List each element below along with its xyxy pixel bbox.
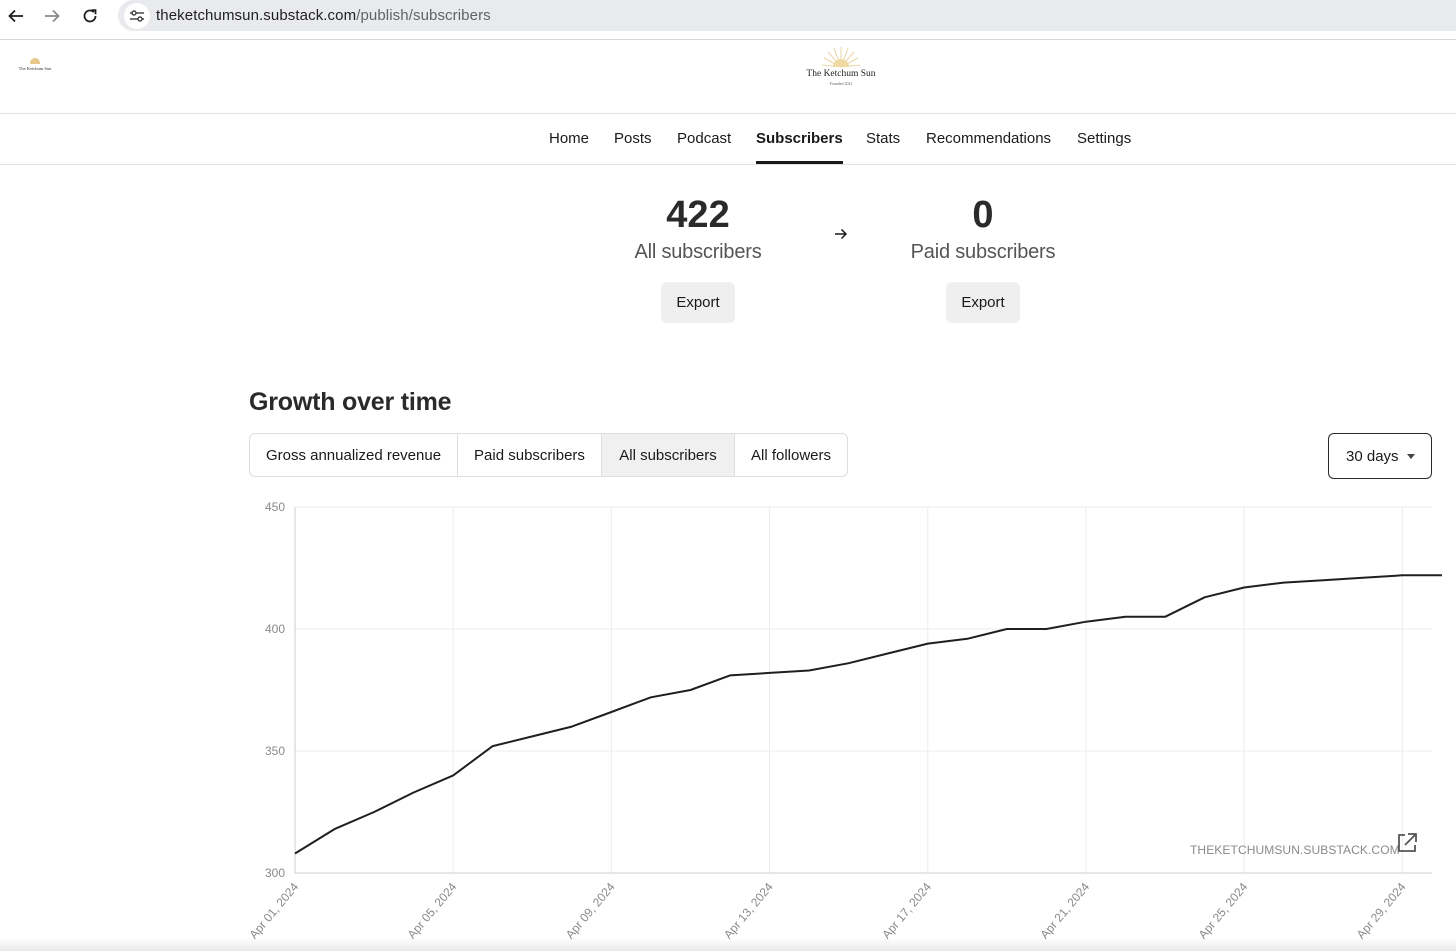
bottom-edge [0, 938, 1456, 951]
sun-icon [30, 58, 40, 64]
forward-arrow-icon[interactable] [38, 4, 66, 28]
export-all-subscribers-button[interactable]: Export [661, 282, 735, 323]
y-tick-label: 400 [265, 622, 285, 636]
x-tick-label: Apr 29, 2024 [1354, 880, 1409, 942]
paid-subscribers-stat: 0 Paid subscribers Export [873, 193, 1093, 323]
tab-stats[interactable]: Stats [866, 130, 901, 147]
x-tick-label: Apr 05, 2024 [405, 880, 460, 942]
sunburst-icon [822, 47, 860, 68]
x-tick-label: Apr 25, 2024 [1196, 880, 1251, 942]
address-bar[interactable]: theketchumsun.substack.com/publish/subsc… [118, 0, 1456, 31]
x-tick-label: Apr 13, 2024 [721, 880, 776, 942]
logo-name: The Ketchum Sun [806, 69, 876, 79]
publication-logo[interactable]: The Ketchum Sun Founded 2021 [796, 46, 886, 90]
all-subscribers-count: 422 [666, 194, 730, 236]
tab-home[interactable]: Home [549, 130, 590, 147]
all-subscribers-label: All subscribers [634, 241, 762, 263]
publish-nav-tabs: Home Posts Podcast Subscribers Stats Rec… [0, 114, 1456, 165]
url-path: /publish/subscribers [356, 7, 491, 24]
chart-watermark: THEKETCHUMSUN.SUBSTACK.COM [1190, 843, 1400, 857]
tab-posts[interactable]: Posts [614, 130, 652, 147]
external-link-icon[interactable] [1396, 832, 1418, 854]
series-line-all-subscribers [294, 574, 1442, 855]
logo-tagline: Founded 2021 [829, 81, 853, 86]
url-host: theketchumsun.substack.com [156, 7, 357, 24]
paid-subscribers-count: 0 [972, 194, 994, 236]
x-tick-label: Apr 01, 2024 [246, 880, 301, 942]
site-header: The Ketchum Sun The Ketchum Sun Founded … [0, 40, 1456, 114]
browser-toolbar: theketchumsun.substack.com/publish/subsc… [0, 0, 1456, 40]
publication-logo-small[interactable]: The Ketchum Sun [18, 58, 52, 78]
growth-title: Growth over time [249, 388, 452, 416]
segment-paid-subscribers[interactable]: Paid subscribers [458, 434, 602, 476]
back-arrow-icon[interactable] [2, 4, 30, 28]
segment-gross-annualized-revenue[interactable]: Gross annualized revenue [250, 434, 458, 476]
segment-all-subscribers[interactable]: All subscribers [602, 434, 735, 476]
arrow-right-icon [835, 228, 848, 240]
tab-recommendations[interactable]: Recommendations [926, 130, 1052, 147]
reload-icon[interactable] [76, 4, 104, 28]
site-settings-icon[interactable] [124, 3, 150, 29]
date-range-value: 30 days [1346, 447, 1399, 465]
y-tick-label: 450 [265, 500, 285, 514]
all-subscribers-stat: 422 All subscribers Export [588, 193, 808, 323]
y-tick-label: 300 [265, 866, 285, 880]
small-logo-text: The Ketchum Sun [18, 66, 52, 71]
segment-all-followers[interactable]: All followers [750, 446, 832, 464]
url-text[interactable]: theketchumsun.substack.com/publish/subsc… [156, 7, 491, 24]
x-tick-label: Apr 21, 2024 [1037, 880, 1092, 942]
metric-segmented-control: Gross annualized revenue Paid subscriber… [249, 433, 848, 477]
growth-chart: 300 350 400 450 Apr 01, 2024 Apr 05, 2024 Apr … [240, 495, 1456, 951]
caret-down-icon [1407, 454, 1415, 459]
paid-subscribers-label: Paid subscribers [910, 241, 1056, 263]
tab-subscribers[interactable]: Subscribers [756, 130, 843, 164]
growth-chart-svg: 300 350 400 450 Apr 01, 2024 Apr 05, 2024 Apr … [246, 500, 1442, 942]
date-range-select[interactable]: 30 days [1328, 433, 1432, 479]
tab-podcast[interactable]: Podcast [677, 130, 732, 147]
tab-settings[interactable]: Settings [1077, 130, 1132, 147]
x-tick-label: Apr 17, 2024 [879, 880, 934, 942]
export-paid-subscribers-button[interactable]: Export [946, 282, 1020, 323]
y-tick-label: 350 [265, 744, 285, 758]
x-tick-label: Apr 09, 2024 [563, 880, 618, 942]
